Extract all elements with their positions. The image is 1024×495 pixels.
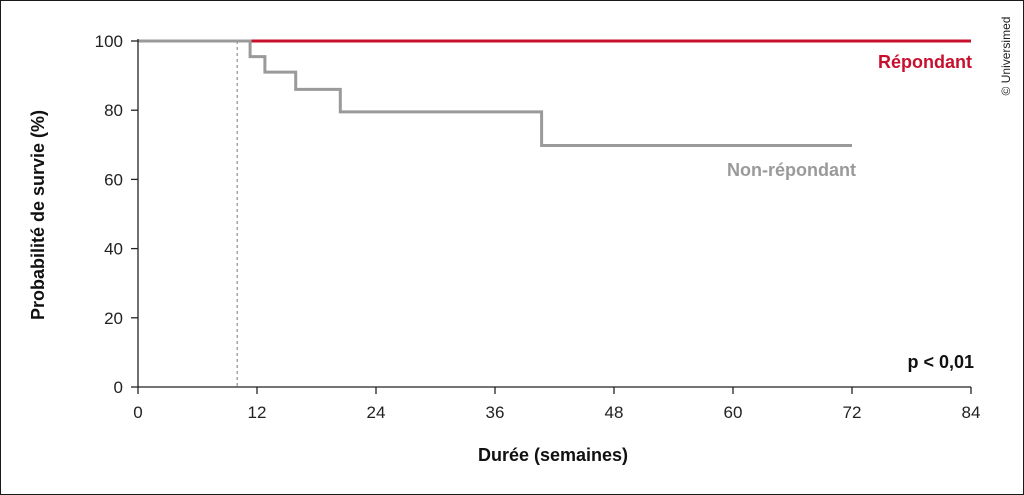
y-tick-label: 80 xyxy=(104,101,123,120)
p-value-annotation: p < 0,01 xyxy=(907,352,974,372)
y-tick-label: 60 xyxy=(104,170,123,189)
series-line-non-repondant xyxy=(138,39,852,147)
x-tick-label: 24 xyxy=(367,403,386,422)
series-label-repondant: Répondant xyxy=(878,52,972,72)
y-tick-label: 100 xyxy=(95,32,123,51)
y-tick-label: 40 xyxy=(104,240,123,259)
series-label-non-repondant: Non-répondant xyxy=(727,160,856,180)
x-axis-title: Durée (semaines) xyxy=(478,445,628,465)
y-tick-label: 20 xyxy=(104,309,123,328)
x-tick-label: 36 xyxy=(486,403,505,422)
y-tick-label: 0 xyxy=(114,378,123,397)
x-tick-label: 48 xyxy=(605,403,624,422)
x-tick-label: 84 xyxy=(962,403,981,422)
y-axis-title: Probabilité de survie (%) xyxy=(28,110,48,320)
x-tick-label: 72 xyxy=(843,403,862,422)
x-tick-label: 12 xyxy=(248,403,267,422)
x-tick-label: 60 xyxy=(724,403,743,422)
copyright-credit: © Universimed xyxy=(999,17,1013,96)
x-tick-label: 0 xyxy=(133,403,142,422)
